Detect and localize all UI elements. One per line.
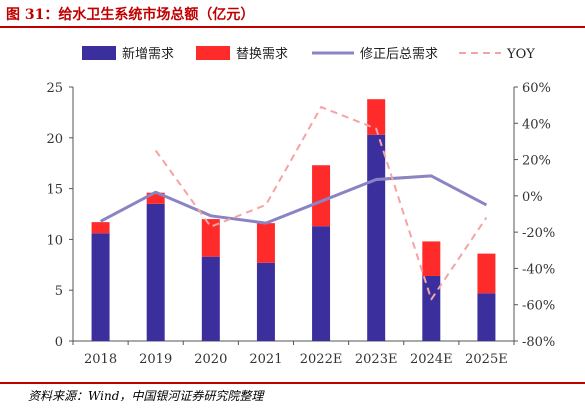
legend-swatch-replacement-demand	[196, 46, 230, 60]
x-tick-label: 2022E	[300, 352, 343, 367]
bar-replacement-demand	[477, 253, 496, 294]
bar-replacement-demand	[422, 241, 441, 276]
bar-new-demand	[201, 256, 220, 341]
line-group	[99, 106, 488, 301]
x-tick-label: 2021	[249, 352, 282, 367]
bar-replacement-demand	[201, 219, 220, 257]
source-note: 资料来源：Wind，中国银河证券研究院整理	[28, 389, 264, 403]
left-tick-label: 25	[46, 81, 63, 96]
line-total-after-revision	[99, 174, 488, 225]
market-total-chart: 新增需求 替换需求 修正后总需求 YOY 0 5 10 15 20 25 -80% -60% -40%…	[46, 46, 555, 367]
chart-legend: 新增需求 替换需求 修正后总需求 YOY	[82, 46, 535, 62]
left-tick-label: 0	[55, 335, 63, 350]
x-tick-label: 2020	[194, 352, 227, 367]
legend-label: 新增需求	[122, 46, 174, 62]
right-tick-label: -20%	[522, 226, 555, 241]
title-divider	[0, 26, 585, 28]
bar-new-demand	[367, 134, 386, 341]
x-tick-label: 2025E	[465, 352, 508, 367]
right-tick-label: 0%	[522, 190, 543, 205]
x-tick-label: 2023E	[355, 352, 398, 367]
right-tick-label: -60%	[522, 299, 555, 314]
bar-new-demand	[91, 233, 110, 341]
right-tick-label: -40%	[522, 262, 555, 277]
x-tick-label: 2018	[84, 352, 117, 367]
legend-label: 替换需求	[236, 47, 288, 62]
legend-label: YOY	[506, 47, 535, 62]
bar-replacement-demand	[256, 223, 275, 263]
bar-replacement-demand	[146, 192, 165, 204]
left-tick-label: 10	[46, 233, 63, 248]
bar-replacement-demand	[91, 222, 110, 234]
right-tick-label: 40%	[522, 117, 551, 132]
bar-new-demand	[312, 226, 331, 341]
bar-new-demand	[422, 275, 441, 341]
left-tick-label: 15	[46, 183, 63, 198]
left-tick-label: 20	[46, 132, 63, 147]
legend-swatch-new-demand	[82, 46, 116, 60]
legend-label: 修正后总需求	[360, 47, 438, 62]
bar-replacement-demand	[367, 99, 386, 135]
x-tick-label: 2024E	[410, 352, 453, 367]
figure-title: 图 31：给水卫生系统市场总额（亿元）	[6, 7, 255, 23]
bar-new-demand	[477, 293, 496, 341]
source-divider	[0, 382, 585, 384]
bar-new-demand	[256, 262, 275, 341]
bar-group	[91, 99, 496, 341]
bar-replacement-demand	[312, 165, 331, 227]
bar-new-demand	[146, 203, 165, 341]
x-tick-label: 2019	[139, 352, 172, 367]
line-yoy	[154, 106, 488, 301]
right-tick-label: -80%	[522, 335, 555, 350]
chart-axes: 0 5 10 15 20 25 -80% -60% -40% -20% 0% 20% 40% 60% 201…	[46, 81, 555, 367]
right-tick-label: 20%	[522, 154, 551, 169]
left-tick-label: 5	[55, 284, 63, 299]
right-tick-label: 60%	[522, 81, 551, 96]
